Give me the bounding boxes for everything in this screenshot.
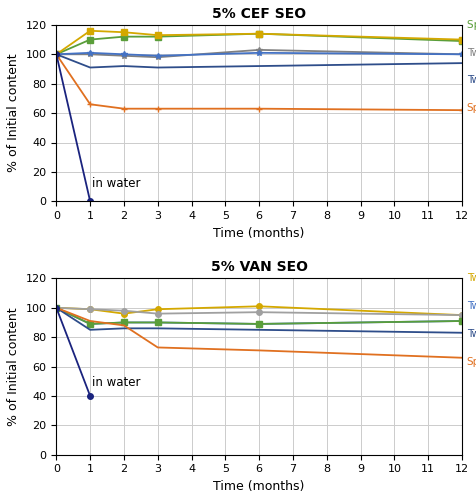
Text: SpR: SpR: [467, 103, 476, 113]
Text: TwO, SpO: TwO, SpO: [467, 301, 476, 311]
Text: SpO, SpM: SpO, SpM: [467, 20, 476, 30]
Y-axis label: % of Initial content: % of Initial content: [7, 308, 20, 426]
Text: TwO, TwM: TwO, TwM: [467, 48, 476, 58]
Y-axis label: % of Initial content: % of Initial content: [7, 54, 20, 172]
Text: in water: in water: [92, 376, 140, 388]
X-axis label: Time (months): Time (months): [213, 480, 305, 493]
Title: 5% VAN SEO: 5% VAN SEO: [211, 260, 307, 274]
Text: TwM, SpM: TwM, SpM: [467, 274, 476, 283]
Text: in water: in water: [92, 176, 140, 190]
Text: TwR: TwR: [467, 76, 476, 86]
Title: 5% CEF SEO: 5% CEF SEO: [212, 7, 306, 21]
Text: TwR: TwR: [467, 329, 476, 339]
Text: SpR: SpR: [467, 356, 476, 366]
X-axis label: Time (months): Time (months): [213, 226, 305, 239]
